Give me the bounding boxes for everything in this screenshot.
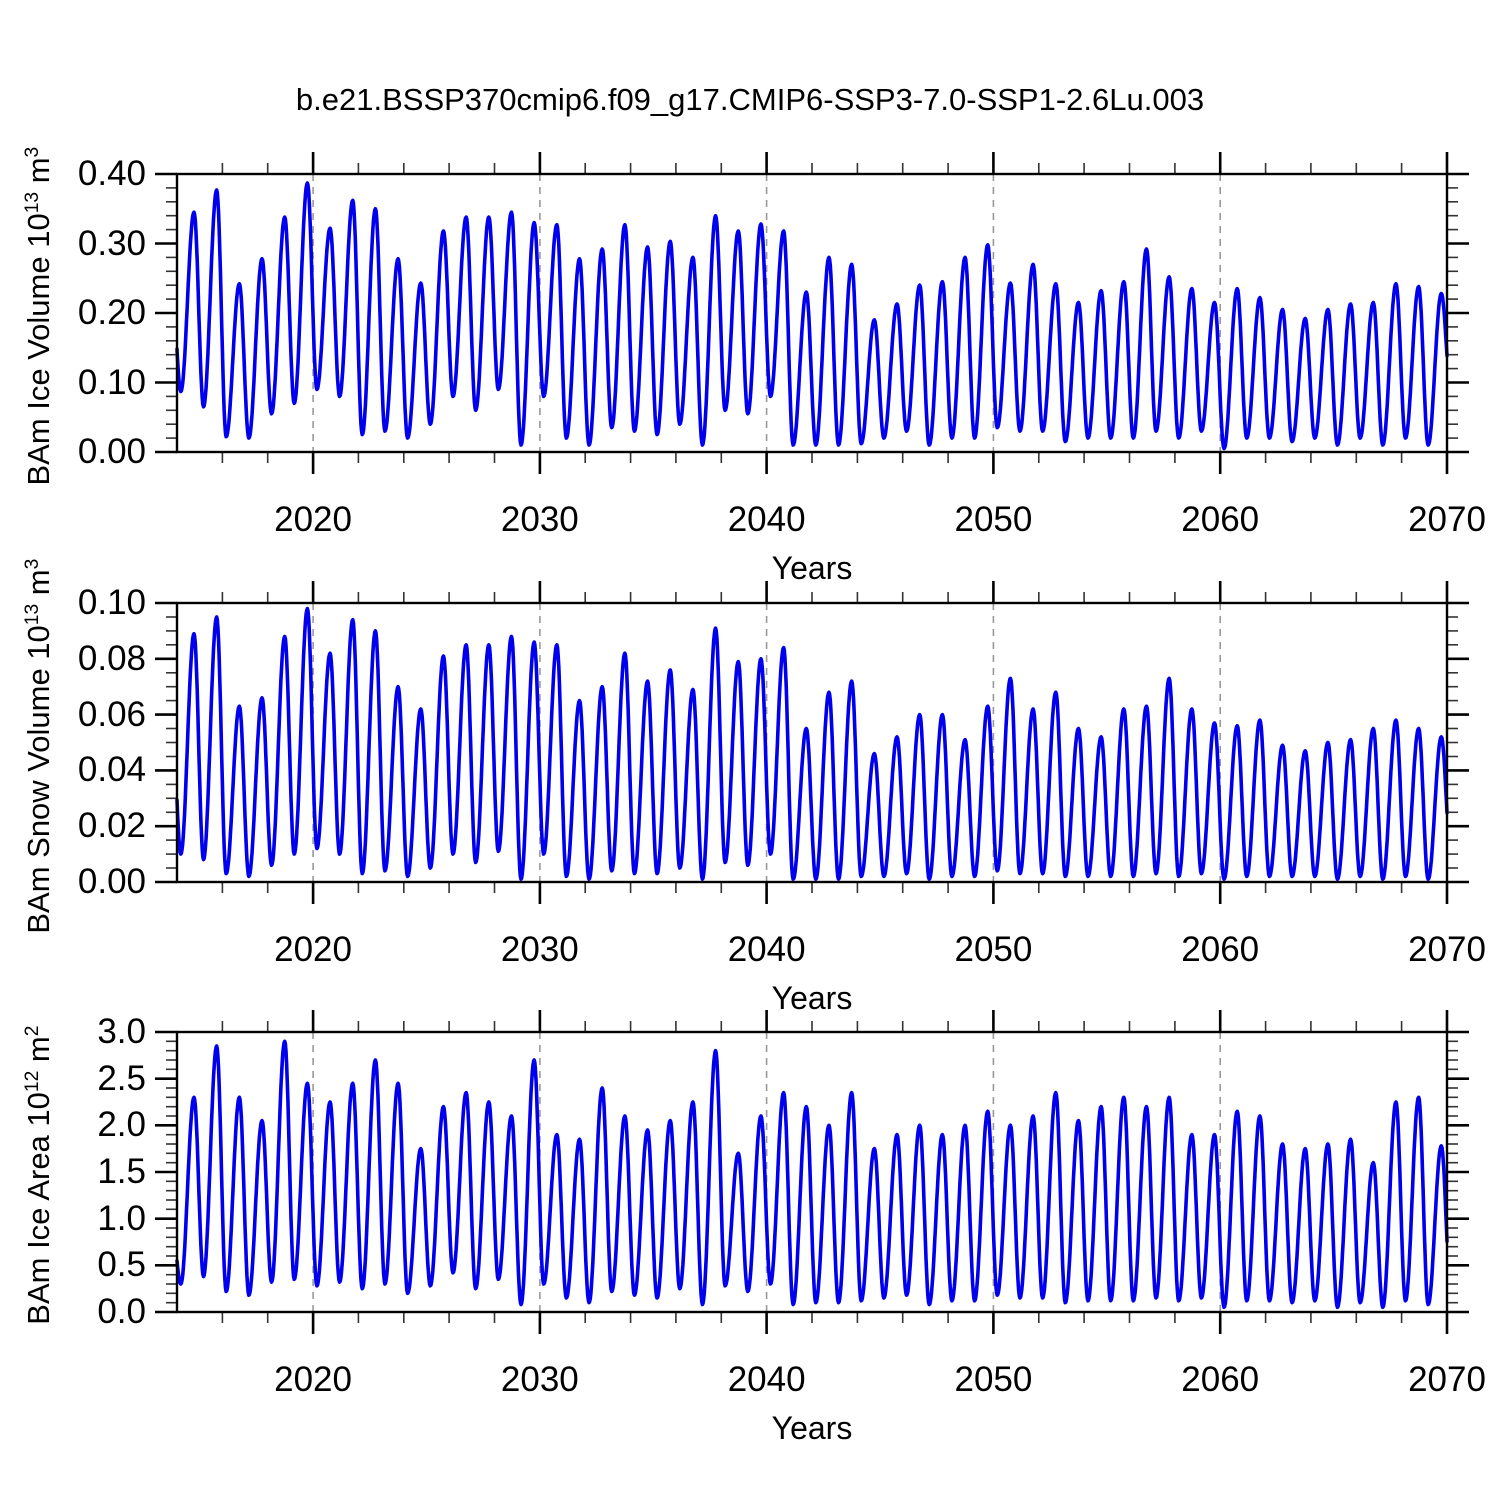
y-tick-label-ice-area-3.0: 3.0 <box>97 1012 146 1051</box>
x-axis-label-0: Years <box>771 550 853 586</box>
x-tick-label-ice-volume-2020: 2020 <box>274 500 352 539</box>
x-tick-label-ice-volume-2050: 2050 <box>954 500 1033 539</box>
x-tick-label-snow-volume-2060: 2060 <box>1181 930 1260 969</box>
x-tick-label-ice-volume-2040: 2040 <box>727 500 806 539</box>
ice-area-ticks <box>155 1010 1469 1334</box>
ice-volume-line <box>175 181 1449 451</box>
y-axis-label-0-exp: 13 <box>21 191 43 214</box>
x-tick-label-snow-volume-2020: 2020 <box>274 930 352 969</box>
y-tick-label-snow-volume-0.06: 0.06 <box>77 694 146 734</box>
y-tick-label-snow-volume-0.10: 0.10 <box>77 583 146 622</box>
y-tick-label-snow-volume-0.02: 0.02 <box>77 806 146 846</box>
y-axis-label-1-unit-exp: 3 <box>21 558 43 569</box>
ice-area-panel <box>155 1010 1469 1334</box>
y-tick-label-ice-volume-0.20: 0.20 <box>77 293 146 332</box>
plot-title: b.e21.BSSP370cmip6.f09_g17.CMIP6-SSP3-7.… <box>295 82 1205 117</box>
x-tick-label-ice-volume-2030: 2030 <box>500 500 579 539</box>
y-tick-label-snow-volume-0.00: 0.00 <box>77 862 146 901</box>
y-tick-label-ice-area-0.5: 0.5 <box>97 1245 146 1285</box>
ice-volume-panel <box>155 152 1469 474</box>
x-axis-label-2: Years <box>771 1410 853 1446</box>
x-tick-label-ice-area-2050: 2050 <box>954 1360 1033 1399</box>
snow-volume-panel <box>155 581 1469 904</box>
x-tick-label-snow-volume-2070: 2070 <box>1408 930 1486 969</box>
y-tick-label-ice-volume-0.30: 0.30 <box>77 223 146 263</box>
x-tick-label-ice-area-2030: 2030 <box>500 1360 579 1399</box>
ice-volume-frame <box>175 172 1449 454</box>
ice-area-line <box>175 1039 1449 1310</box>
y-tick-label-snow-volume-0.04: 0.04 <box>77 750 146 790</box>
y-tick-label-ice-volume-0.10: 0.10 <box>77 362 146 402</box>
x-tick-label-snow-volume-2040: 2040 <box>727 930 806 969</box>
x-tick-label-ice-volume-2060: 2060 <box>1181 500 1260 539</box>
x-tick-label-snow-volume-2030: 2030 <box>500 930 579 969</box>
x-tick-label-ice-area-2020: 2020 <box>274 1360 352 1399</box>
snow-volume-line <box>175 606 1449 881</box>
x-axis-label-1: Years <box>771 980 853 1016</box>
y-tick-label-ice-volume-0.00: 0.00 <box>77 432 146 471</box>
x-tick-label-ice-area-2070: 2070 <box>1408 1360 1486 1399</box>
ice-area-frame <box>175 1030 1449 1314</box>
y-tick-label-ice-area-1.0: 1.0 <box>97 1198 146 1238</box>
x-tick-label-ice-volume-2070: 2070 <box>1408 500 1486 539</box>
snow-volume-ticks <box>155 581 1469 904</box>
ice-volume-ticks <box>155 152 1469 474</box>
y-tick-label-snow-volume-0.08: 0.08 <box>77 638 146 678</box>
x-tick-label-ice-area-2060: 2060 <box>1181 1360 1260 1399</box>
x-tick-label-snow-volume-2050: 2050 <box>954 930 1033 969</box>
y-tick-label-ice-area-1.5: 1.5 <box>97 1152 146 1191</box>
y-tick-label-ice-area-0.0: 0.0 <box>97 1292 146 1331</box>
y-tick-label-ice-area-2.0: 2.0 <box>97 1105 146 1145</box>
x-tick-label-ice-area-2040: 2040 <box>727 1360 806 1399</box>
y-tick-label-ice-area-2.5: 2.5 <box>97 1058 146 1098</box>
y-tick-label-ice-volume-0.40: 0.40 <box>77 154 146 193</box>
snow-volume-frame <box>175 601 1449 884</box>
